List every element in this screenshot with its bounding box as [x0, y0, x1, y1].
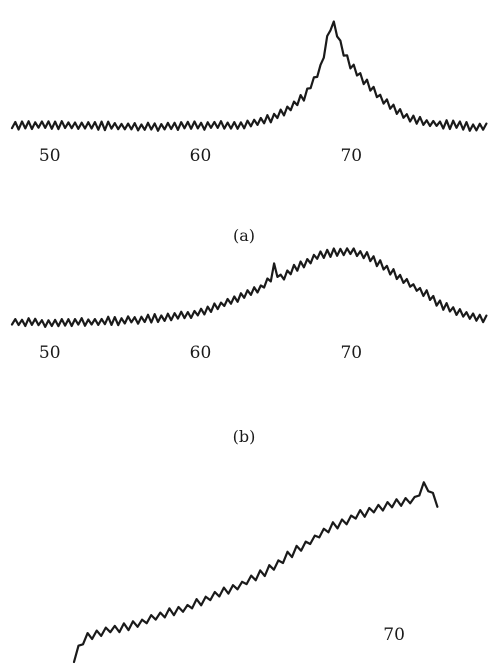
x-tick-label: 70: [340, 146, 362, 166]
panel-a-x-ticks: 50 60 70: [39, 146, 362, 166]
panel-b: 50 60 70 (b): [10, 247, 488, 446]
panel-c-trace: [72, 481, 439, 664]
x-tick-label: 60: [190, 343, 212, 363]
panel-b-trace: [10, 247, 488, 328]
panel-b-x-ticks: 50 60 70: [39, 343, 362, 363]
panel-a-trace: [10, 20, 488, 132]
x-tick-label: 60: [190, 146, 212, 166]
panel-a: 50 60 70 (a): [10, 20, 488, 245]
x-tick-label: 50: [39, 146, 61, 166]
panel-c-x-ticks: 70: [383, 625, 405, 645]
panel-c: 70: [72, 481, 439, 664]
panel-b-label: (b): [233, 427, 256, 446]
x-tick-label: 70: [383, 625, 405, 645]
panel-a-label: (a): [233, 226, 255, 245]
x-tick-label: 70: [340, 343, 362, 363]
x-tick-label: 50: [39, 343, 61, 363]
